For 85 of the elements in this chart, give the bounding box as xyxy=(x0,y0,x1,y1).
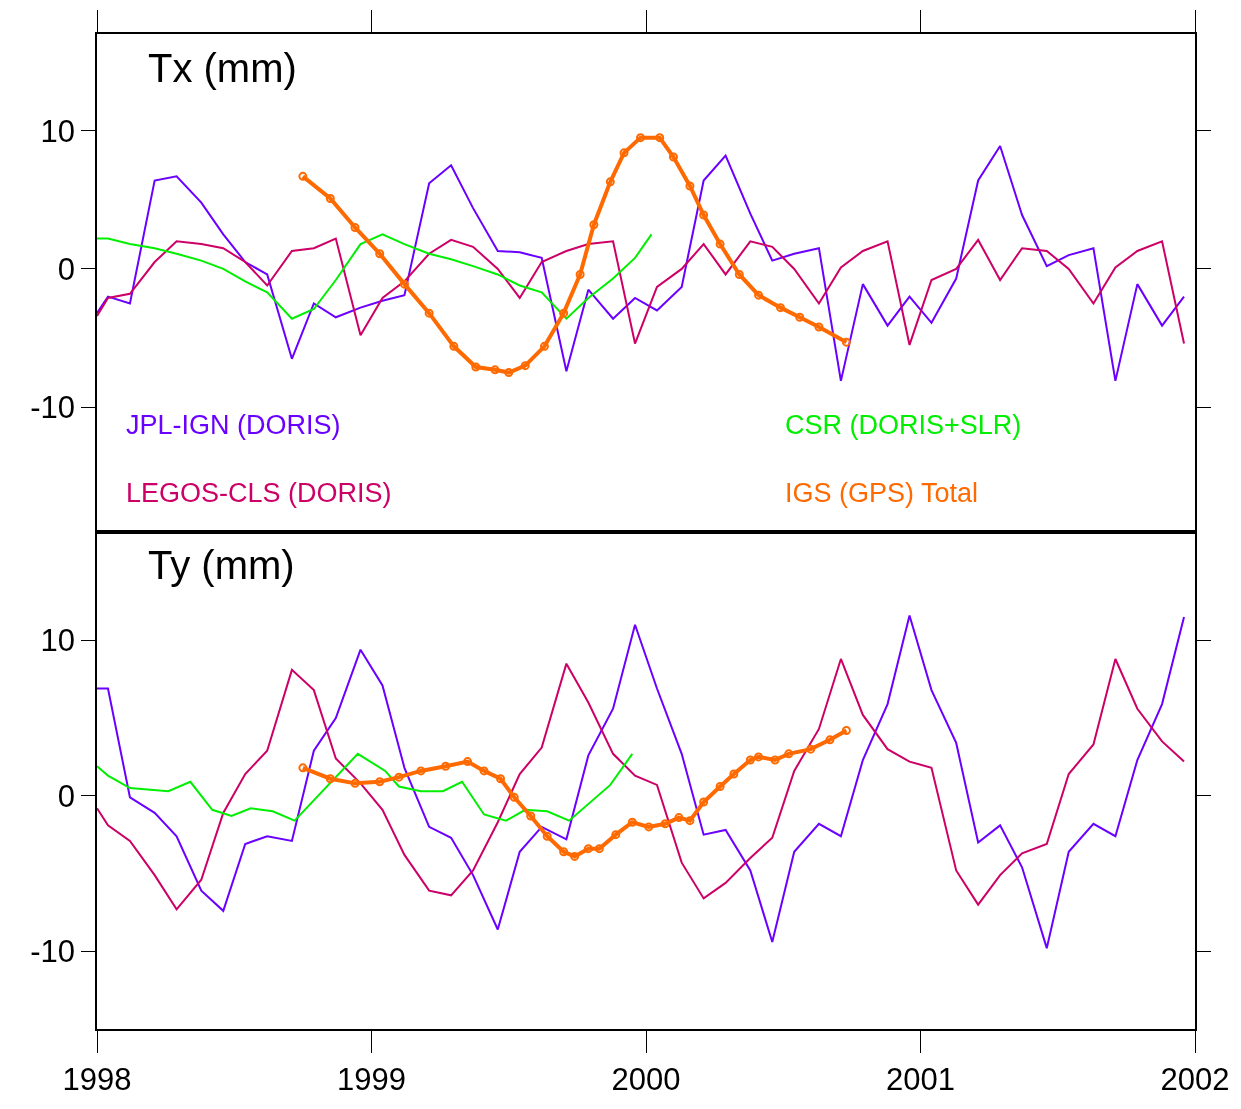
text: LEGOS-CLS (DORIS) xyxy=(126,478,392,508)
point xyxy=(814,322,824,332)
point xyxy=(570,851,580,861)
point xyxy=(325,774,335,784)
point xyxy=(559,308,569,318)
x-tick-label: 2002 xyxy=(1160,1061,1230,1097)
point xyxy=(660,819,670,829)
point xyxy=(471,362,481,372)
point xyxy=(644,822,654,832)
point xyxy=(526,811,536,821)
text: IGS (GPS) Total xyxy=(785,478,979,508)
point xyxy=(496,774,506,784)
point xyxy=(504,368,514,378)
text: CSR (DORIS+SLR) xyxy=(785,410,1022,440)
point xyxy=(605,177,615,187)
point xyxy=(449,341,459,351)
y-tick-label: 0 xyxy=(57,251,76,287)
line-series xyxy=(97,752,634,822)
y-tick-label: -10 xyxy=(30,389,76,425)
point xyxy=(298,763,308,773)
x-tick-label: 2001 xyxy=(886,1061,955,1097)
point xyxy=(375,249,385,259)
point xyxy=(825,735,835,745)
point xyxy=(699,210,709,220)
point xyxy=(674,813,684,823)
chart-title: Tx (mm) xyxy=(148,46,297,90)
point xyxy=(841,337,851,347)
point xyxy=(655,133,665,143)
point xyxy=(734,269,744,279)
point xyxy=(745,755,755,765)
point xyxy=(841,726,851,735)
y-tick-label: -10 xyxy=(30,934,76,970)
point xyxy=(479,766,489,776)
point xyxy=(754,290,764,300)
point xyxy=(668,152,678,162)
point xyxy=(298,171,308,181)
point xyxy=(583,844,593,854)
chart-title: Ty (mm) xyxy=(148,543,295,587)
point xyxy=(776,303,786,313)
x-tick-label: 1999 xyxy=(337,1061,406,1097)
point xyxy=(350,778,360,788)
point xyxy=(715,239,725,249)
point xyxy=(795,312,805,322)
point xyxy=(509,792,519,802)
point xyxy=(627,817,637,827)
line-series xyxy=(97,144,1186,382)
point xyxy=(539,341,549,351)
point xyxy=(490,365,500,375)
point xyxy=(416,766,426,776)
y-tick-label: 10 xyxy=(40,113,76,149)
point xyxy=(589,220,599,230)
point xyxy=(594,844,604,854)
point xyxy=(325,193,335,203)
point xyxy=(685,816,695,826)
point xyxy=(575,269,585,279)
point xyxy=(770,755,780,765)
line-series xyxy=(97,237,1186,346)
point xyxy=(559,847,569,857)
point xyxy=(806,744,816,754)
point xyxy=(375,777,385,787)
point xyxy=(729,769,739,779)
line-series xyxy=(97,233,653,320)
point xyxy=(520,361,530,371)
x-tick-label: 2000 xyxy=(611,1061,681,1097)
x-tick-label: 1998 xyxy=(62,1061,132,1097)
point xyxy=(350,222,360,232)
point xyxy=(394,772,404,782)
point xyxy=(619,148,629,158)
y-tick-label: 10 xyxy=(40,623,76,659)
point xyxy=(636,133,646,143)
point xyxy=(399,279,409,289)
line-series xyxy=(97,614,1186,950)
point xyxy=(715,781,725,791)
point xyxy=(699,797,709,807)
text: JPL-IGN (DORIS) xyxy=(126,410,341,440)
point xyxy=(441,761,451,771)
point xyxy=(754,752,764,762)
point xyxy=(611,830,621,840)
point xyxy=(542,831,552,841)
point xyxy=(424,308,434,318)
point xyxy=(463,757,473,767)
point xyxy=(685,181,695,191)
point xyxy=(784,749,794,759)
line-series xyxy=(97,657,1186,911)
y-tick-label: 0 xyxy=(57,778,76,814)
